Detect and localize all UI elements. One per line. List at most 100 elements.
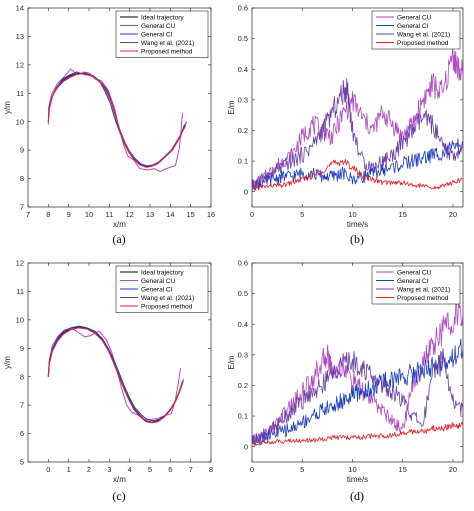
x-tick-label: 6 xyxy=(168,465,172,474)
legend-entry: Proposed method xyxy=(397,40,449,47)
legend-entry: General CU xyxy=(397,269,432,276)
legend-entry: General CU xyxy=(141,23,176,30)
y-tick-label: 0 xyxy=(244,187,248,196)
y-tick-label: 10 xyxy=(16,117,24,126)
x-tick-label: 10 xyxy=(348,210,356,219)
y-tick-label: 0.1 xyxy=(238,412,248,421)
y-tick-label: 0.6 xyxy=(238,4,248,13)
x-tick-label: 13 xyxy=(146,210,154,219)
y-tick-label: 0.1 xyxy=(238,157,248,166)
y-axis-label: y/m xyxy=(3,101,12,114)
x-tick-label: 20 xyxy=(449,465,457,474)
panel-label: (a) xyxy=(112,232,125,246)
x-tick-label: 3 xyxy=(107,465,111,474)
series-line-proposed-method xyxy=(47,327,184,424)
y-tick-label: 0.5 xyxy=(238,34,248,43)
x-tick-label: 7 xyxy=(26,210,30,219)
x-tick-label: 1 xyxy=(67,465,71,474)
y-tick-label: 0.4 xyxy=(238,320,248,329)
y-tick-label: 0.6 xyxy=(238,259,248,268)
x-tick-label: 15 xyxy=(399,210,407,219)
legend-entry: Ideal trajectory xyxy=(141,14,184,21)
legend-entry: Ideal trajectory xyxy=(141,269,184,276)
panel-1: 0 5 10 15 20 0 0.1 0.2 0.3 0.4 0.5 0.6 time/s E/m Gene… xyxy=(227,4,464,246)
series-line-general-ci xyxy=(47,325,185,422)
series-group xyxy=(47,325,185,424)
x-tick-label: 14 xyxy=(166,210,174,219)
y-tick-label: 5 xyxy=(20,458,24,467)
y-tick-label: 11 xyxy=(16,287,24,296)
panel-0: 7 8 9 10 11 12 13 14 15 16 7 8 9 10 11 12 13 14 x/m y/m Idea… xyxy=(3,4,215,246)
series-line-proposed-method xyxy=(252,158,463,191)
x-tick-label: 5 xyxy=(300,465,304,474)
y-axis-label: E/m xyxy=(227,355,236,370)
y-tick-label: 0.3 xyxy=(238,350,248,359)
legend-entry: Proposed method xyxy=(141,48,193,55)
x-axis-label: time/s xyxy=(347,220,368,229)
series-line-wang-et-al-2021- xyxy=(47,72,187,167)
series-line-wang-et-al-2021- xyxy=(252,77,463,189)
legend-entry: General CI xyxy=(397,278,429,285)
y-tick-label: 14 xyxy=(16,4,24,13)
panel-3: 0 5 10 15 20 0 0.1 0.2 0.3 0.4 0.5 0.6 time/s E/m Gene… xyxy=(227,259,464,503)
x-tick-label: 11 xyxy=(105,210,113,219)
x-tick-label: 4 xyxy=(128,465,132,474)
series-line-proposed-method xyxy=(252,421,463,446)
x-tick-label: 2 xyxy=(87,465,91,474)
x-tick-label: 0 xyxy=(46,465,50,474)
series-group xyxy=(252,300,463,446)
panel-label: (c) xyxy=(112,489,125,503)
y-tick-label: 9 xyxy=(20,146,24,155)
series-line-general-ci xyxy=(252,138,463,191)
x-tick-label: 20 xyxy=(449,210,457,219)
x-tick-label: 7 xyxy=(189,465,193,474)
legend-entry: Wang et al. (2021) xyxy=(397,286,450,293)
legend-entry: General CI xyxy=(141,286,173,293)
legend-entry: General CI xyxy=(141,31,173,38)
series-group xyxy=(47,68,188,172)
series-line-proposed-method xyxy=(47,73,186,168)
y-tick-label: 0.4 xyxy=(238,65,248,74)
x-tick-label: 8 xyxy=(46,210,50,219)
y-tick-label: 7 xyxy=(20,203,24,212)
x-tick-label: 0 xyxy=(250,210,254,219)
x-tick-label: 16 xyxy=(207,210,215,219)
y-tick-label: 11 xyxy=(16,89,24,98)
series-line-general-cu xyxy=(252,45,463,191)
series-line-general-ci xyxy=(252,338,463,446)
y-tick-label: 0.2 xyxy=(238,126,248,135)
y-tick-label: 0.5 xyxy=(238,289,248,298)
series-line-wang-et-al-2021- xyxy=(252,348,463,445)
legend-entry: Proposed method xyxy=(397,295,449,302)
x-tick-label: 10 xyxy=(348,465,356,474)
x-tick-label: 15 xyxy=(186,210,194,219)
x-tick-label: 5 xyxy=(148,465,152,474)
legend-entry: Wang et al. (2021) xyxy=(397,31,450,38)
x-axis-label: x/m xyxy=(113,475,126,484)
y-tick-label: 7 xyxy=(20,401,24,410)
legend-entry: Wang et al. (2021) xyxy=(141,40,194,47)
x-tick-label: 12 xyxy=(125,210,133,219)
y-tick-label: 8 xyxy=(20,174,24,183)
legend-entry: Proposed method xyxy=(141,303,193,310)
panel-label: (b) xyxy=(350,232,364,246)
y-tick-label: 12 xyxy=(16,60,24,69)
y-axis-label: E/m xyxy=(227,100,236,115)
panel-label: (d) xyxy=(350,489,364,503)
legend-entry: General CU xyxy=(141,278,176,285)
y-tick-label: 0.2 xyxy=(238,381,248,390)
x-tick-label: 9 xyxy=(67,210,71,219)
series-line-general-cu xyxy=(252,300,463,445)
y-tick-label: 10 xyxy=(16,315,24,324)
x-tick-label: 0 xyxy=(250,465,254,474)
legend-entry: General CI xyxy=(397,23,429,30)
legend-entry: Wang et al. (2021) xyxy=(141,295,194,302)
x-tick-label: 5 xyxy=(300,210,304,219)
x-tick-label: 10 xyxy=(85,210,93,219)
